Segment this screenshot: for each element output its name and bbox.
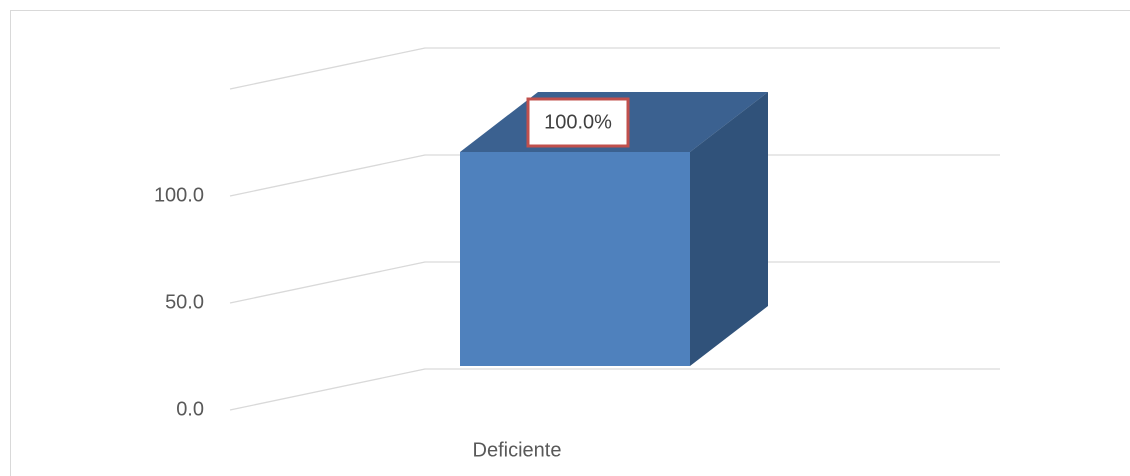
bar xyxy=(460,152,690,366)
grid-line xyxy=(229,368,1000,411)
y-tick-label: 50.0 xyxy=(165,291,204,313)
wall-edge xyxy=(229,47,1000,90)
grid-line xyxy=(229,154,1000,197)
grid-line xyxy=(229,261,1000,304)
y-tick-label: 0.0 xyxy=(176,398,204,420)
y-tick-label: 100.0 xyxy=(154,184,204,206)
x-tick-label: Deficiente xyxy=(473,439,562,461)
data-label-box xyxy=(526,97,630,148)
bar-side xyxy=(690,92,768,366)
data-label: 100.0% xyxy=(544,111,612,133)
